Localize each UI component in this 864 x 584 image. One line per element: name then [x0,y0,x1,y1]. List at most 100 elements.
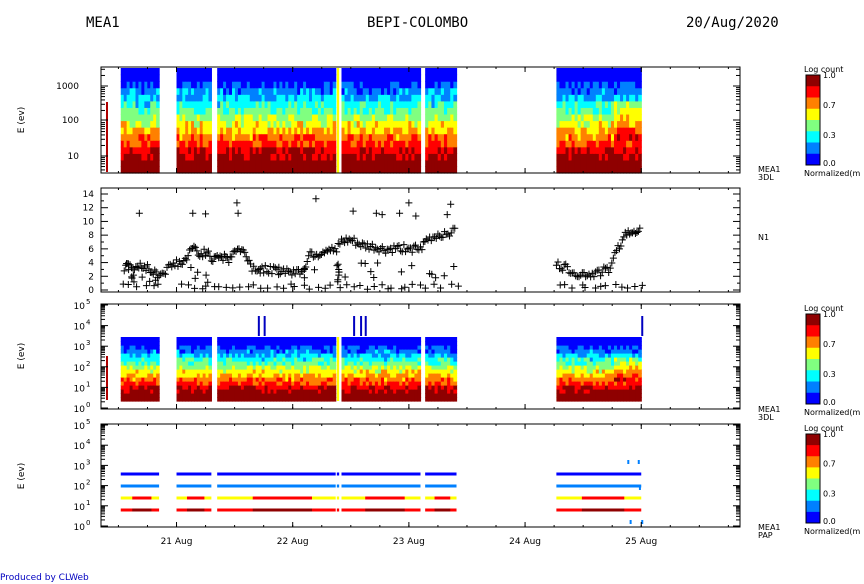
spectrogram-cell [374,113,379,122]
spectrogram-cell [390,120,394,128]
spectrogram-cell [156,153,160,161]
spectrogram-cell [144,94,148,102]
data-point [631,282,639,290]
spectrogram-cell [279,381,283,386]
spectrogram-cell [632,341,636,346]
spectrogram-cell [135,345,140,350]
spectrogram-cell [562,166,567,174]
spectrogram-cell [191,74,195,82]
spectrogram-cell [255,68,260,76]
spectrogram-cell [153,74,157,82]
spectrogram-cell [437,353,442,358]
spectrogram-cell [635,357,639,362]
spectrogram-cell [234,353,239,358]
spectrogram-cell [396,159,400,168]
spectrogram-cell [556,87,561,95]
spectrogram-cell [565,94,570,102]
spectrogram-cell [629,100,633,108]
spectrogram-cell [252,140,257,148]
spectrogram-cell [182,361,186,366]
spectrogram-cell [147,120,151,128]
spectrogram-cell [613,373,618,378]
spectrogram-cell [179,153,183,161]
spectrogram-cell [311,341,316,346]
spectrogram-cell [583,68,588,76]
spectrogram-cell [276,369,280,374]
spectrogram-cell [431,133,436,141]
spectrogram-cell [595,140,600,148]
spectrogram-cell [126,87,131,95]
spectrogram-cell [246,159,251,168]
spectrogram-cell [393,94,397,102]
spectrogram-cell [405,100,409,108]
spectrogram-cell [311,87,316,95]
spectrogram-cell [150,166,154,174]
data-point [590,273,598,281]
spectrogram-cell [577,389,582,394]
spectrogram-cell [453,140,458,148]
spectrogram-cell [309,377,313,382]
spectrogram-cell [620,159,624,168]
spectrogram-cell [371,153,376,161]
spectrogram-cell [279,349,283,354]
spectrogram-cell [365,373,370,378]
spectrogram-cell [607,87,612,95]
spectrogram-cell [205,107,210,115]
spectrogram-cell [583,381,588,386]
spectrogram-cell [568,357,573,362]
spectrogram-cell [365,341,370,346]
spectrogram-cell [350,87,355,95]
spectrogram-cell [226,146,230,154]
spectrogram-cell [607,74,612,82]
spectrogram-cell [350,166,355,174]
spectrogram-cell [443,385,448,390]
spectrogram-cell [610,353,615,358]
spectrogram-cell [393,337,397,342]
spectrogram-cell [332,146,337,154]
spectrogram-cell [586,159,591,168]
spectrogram-cell [314,107,319,115]
spectrogram-cell [234,389,239,394]
spectrogram-cell [179,393,183,398]
spectrogram-cell [150,127,154,135]
spectrogram-cell [607,397,612,402]
data-point [437,284,445,292]
spectrogram-cell [453,353,458,358]
spectrogram-cell [264,337,269,342]
spectrogram-cell [231,385,236,390]
spectrogram-cell [365,153,370,161]
spectrogram-cell [138,146,142,154]
spectrogram-cell [396,365,400,370]
spectrogram-cell [237,365,242,370]
spectrogram-cell [332,377,337,382]
data-point [316,251,324,259]
spectrogram-cell [610,113,615,122]
spectrogram-cell [380,146,385,154]
y-tick-label: 6 [88,245,94,255]
spectrogram-cell [332,373,337,378]
spectrogram-cell [237,353,242,358]
spectrogram-cell [362,74,367,82]
spectrogram-cell [384,377,388,382]
spectrogram-cell [243,341,248,346]
spectrogram-cell [562,349,567,354]
spectrogram-cell [595,365,600,370]
spectrogram-cell [447,87,451,95]
spectrogram-cell [288,397,292,402]
spectrogram-cell [580,113,585,122]
spectrogram-cell [288,361,292,366]
spectrogram-cell [240,345,245,350]
spectrogram-cell [291,349,295,354]
spectrogram-cell [428,365,433,370]
spectrogram-cell [393,353,397,358]
spectrogram-cell [396,127,400,135]
spectrogram-cell [626,385,630,390]
energy-band [176,484,212,488]
spectrogram-cell [196,373,201,378]
spectrogram-cell [365,74,370,82]
spectrogram-cell [231,397,236,402]
y-tick-exponent: 4 [86,319,91,327]
energy-band-core [434,508,451,512]
spectrogram-cell [126,81,131,89]
data-point [142,267,150,275]
